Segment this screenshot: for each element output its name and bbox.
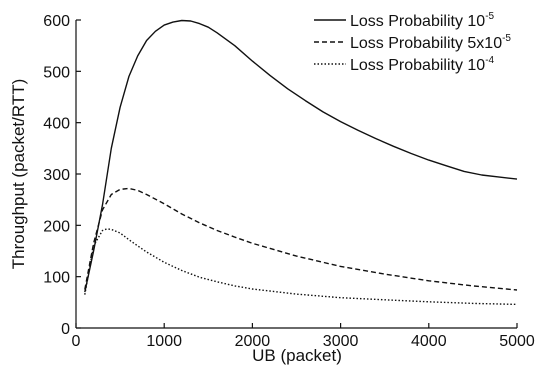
legend-label-text: Loss Probability 10 xyxy=(350,57,485,74)
y-tick-label: 300 xyxy=(43,167,70,184)
legend-label-text: Loss Probability 5x10 xyxy=(350,35,502,52)
x-axis-label: UB (packet) xyxy=(252,346,342,365)
y-tick-label: 500 xyxy=(43,64,70,81)
y-ticks: 0 100 200 300 400 500 600 xyxy=(43,13,81,338)
x-tick-label: 3000 xyxy=(323,333,359,350)
legend-label-exponent: -4 xyxy=(485,55,494,66)
series-lines xyxy=(84,19,518,306)
legend-label: Loss Probability 10-4 xyxy=(350,55,495,74)
x-tick-label: 1000 xyxy=(146,333,182,350)
legend-label-exponent: -5 xyxy=(485,11,494,22)
series-line-2 xyxy=(84,228,518,306)
legend-label-text: Loss Probability 10 xyxy=(350,13,485,30)
x-tick-label: 0 xyxy=(72,333,81,350)
legend-label-exponent: -5 xyxy=(502,33,511,44)
y-tick-label: 0 xyxy=(61,321,70,338)
series-line-1 xyxy=(84,187,518,291)
x-tick-label: 4000 xyxy=(411,333,447,350)
x-ticks: 0 1000 2000 3000 4000 5000 xyxy=(72,323,535,350)
y-axis-label: Throughput (packet/RTT) xyxy=(9,79,28,270)
y-tick-label: 100 xyxy=(43,270,70,287)
legend-label: Loss Probability 10-5 xyxy=(350,11,495,30)
y-tick-label: 200 xyxy=(43,218,70,235)
x-tick-label: 5000 xyxy=(499,333,535,350)
y-tick-label: 600 xyxy=(43,13,70,30)
x-tick-label: 2000 xyxy=(235,333,271,350)
y-tick-label: 400 xyxy=(43,116,70,133)
series-line-0 xyxy=(84,19,518,293)
legend-label: Loss Probability 5x10-5 xyxy=(350,33,511,52)
